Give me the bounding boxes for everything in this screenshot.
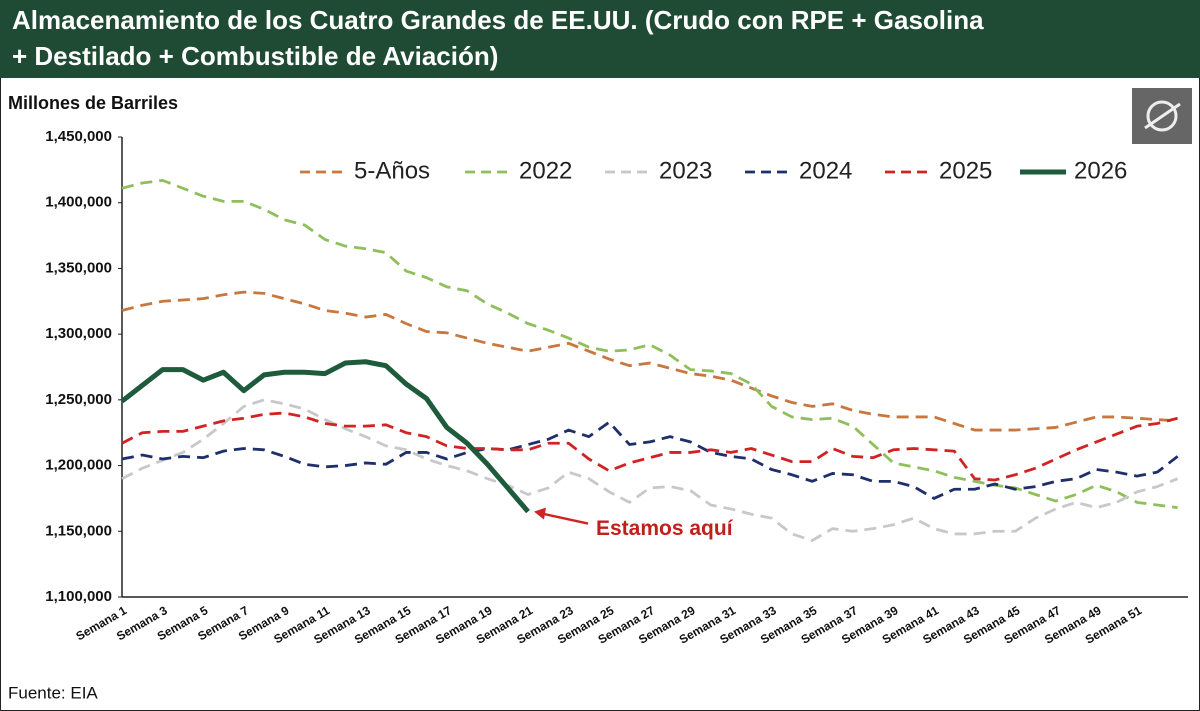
- y-tick-label: 1,350,000: [45, 259, 112, 276]
- source: Fuente: EIA: [8, 683, 98, 702]
- y-tick-label: 1,450,000: [45, 128, 112, 145]
- legend-label: 2026: [1074, 157, 1127, 184]
- legend-label: 2022: [519, 157, 572, 184]
- chart-title: + Destilado + Combustible de Aviación): [12, 41, 498, 71]
- y-tick-label: 1,400,000: [45, 194, 112, 211]
- y-axis-label: Millones de Barriles: [8, 93, 178, 113]
- y-tick-label: 1,100,000: [45, 588, 112, 605]
- legend-label: 2025: [939, 157, 992, 184]
- logo: [1132, 88, 1192, 144]
- y-tick-label: 1,300,000: [45, 325, 112, 342]
- annotation: Estamos aquí: [596, 517, 734, 540]
- legend-label: 2023: [659, 157, 712, 184]
- chart-title: Almacenamiento de los Cuatro Grandes de …: [12, 5, 984, 35]
- line-series: [121, 420, 1179, 500]
- y-tick-label: 1,200,000: [45, 457, 112, 474]
- line-series: [120, 359, 530, 514]
- line-series: [121, 411, 1178, 482]
- line-series: [121, 290, 1178, 432]
- line-series: [121, 398, 1179, 542]
- legend-label: 5-Años: [354, 157, 430, 184]
- line-series: [121, 178, 1178, 510]
- header: [0, 0, 1200, 78]
- annotation-arrowhead: [534, 507, 546, 520]
- y-tick-label: 1,150,000: [45, 522, 112, 539]
- annotation-arrow: [541, 512, 589, 525]
- legend-label: 2024: [799, 157, 852, 184]
- y-tick-label: 1,250,000: [45, 391, 112, 408]
